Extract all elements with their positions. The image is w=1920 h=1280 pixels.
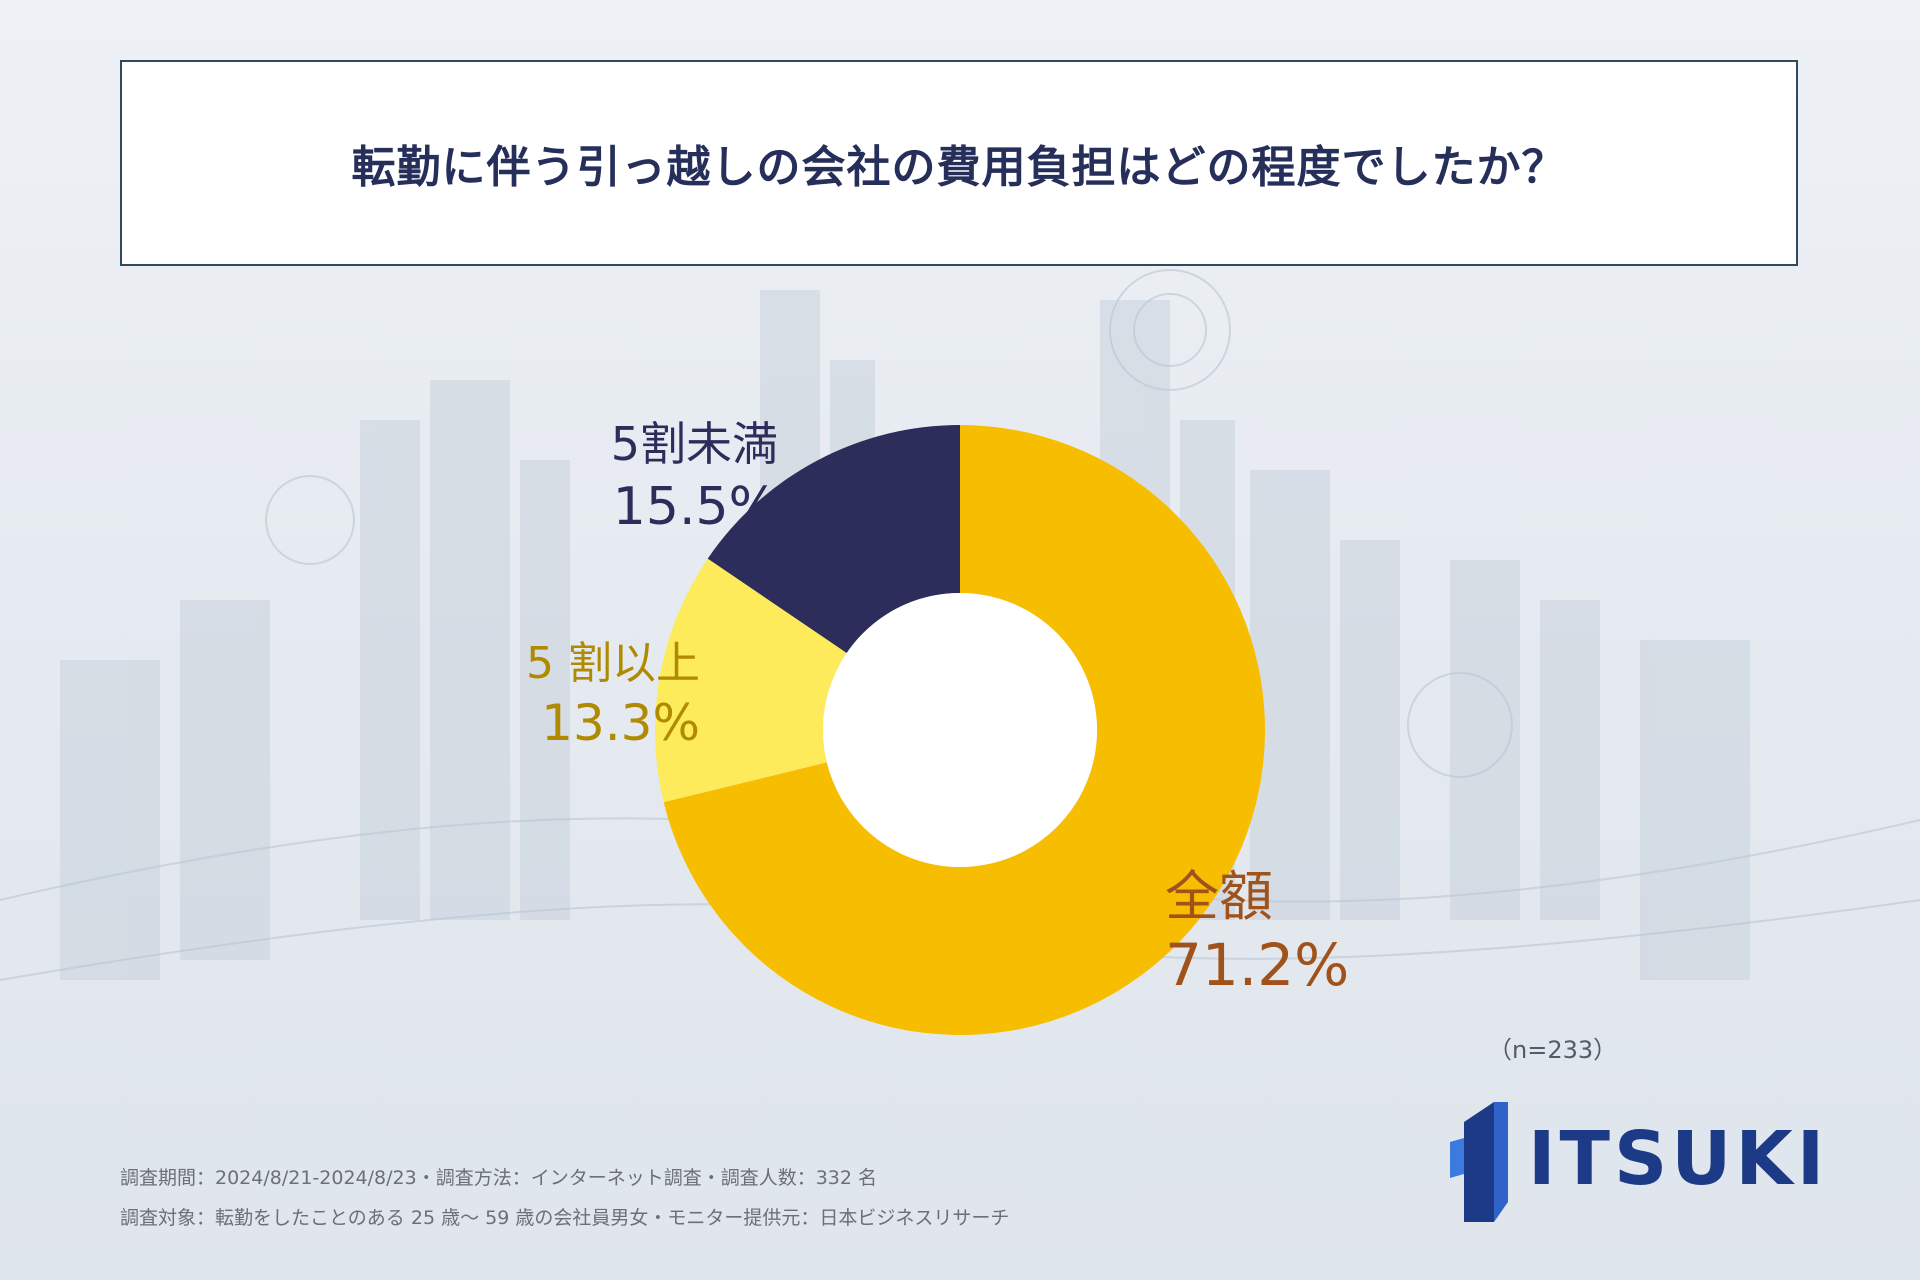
itsuki-logo: ITSUKI xyxy=(1450,1098,1824,1222)
slice-value-1: 71.2% xyxy=(1165,931,1349,999)
donut-hole xyxy=(823,593,1097,867)
slice-value-2: 13.3% xyxy=(541,694,700,752)
donut-slice-3 xyxy=(707,425,960,653)
sample-size-label: （n=233） xyxy=(1488,1036,1618,1064)
donut-slice-2 xyxy=(654,558,847,803)
logo-mark-icon xyxy=(1450,1102,1508,1222)
survey-note-target: 調査対象：転勤をしたことのある 25 歳～ 59 歳の会社員男女・モニター提供元… xyxy=(120,1207,1010,1229)
title-box: 転勤に伴う引っ越しの会社の費用負担はどの程度でしたか？ xyxy=(120,60,1798,266)
survey-note-period: 調査期間：2024/8/21-2024/8/23・調査方法：インターネット調査・… xyxy=(120,1167,878,1189)
chart-title: 転勤に伴う引っ越しの会社の費用負担はどの程度でしたか？ xyxy=(351,142,1567,193)
slice-label-3: 5割未満 xyxy=(611,417,778,471)
slice-value-3: 15.5% xyxy=(613,477,778,537)
logo-wordmark: ITSUKI xyxy=(1528,1116,1829,1202)
donut-slice-1 xyxy=(663,425,1265,1035)
slice-label-2: 5 割以上 xyxy=(526,638,700,689)
slice-label-1: 全額 xyxy=(1165,865,1273,928)
survey-notes: 調査期間：2024/8/21-2024/8/23・調査方法：インターネット調査・… xyxy=(120,1158,1009,1238)
